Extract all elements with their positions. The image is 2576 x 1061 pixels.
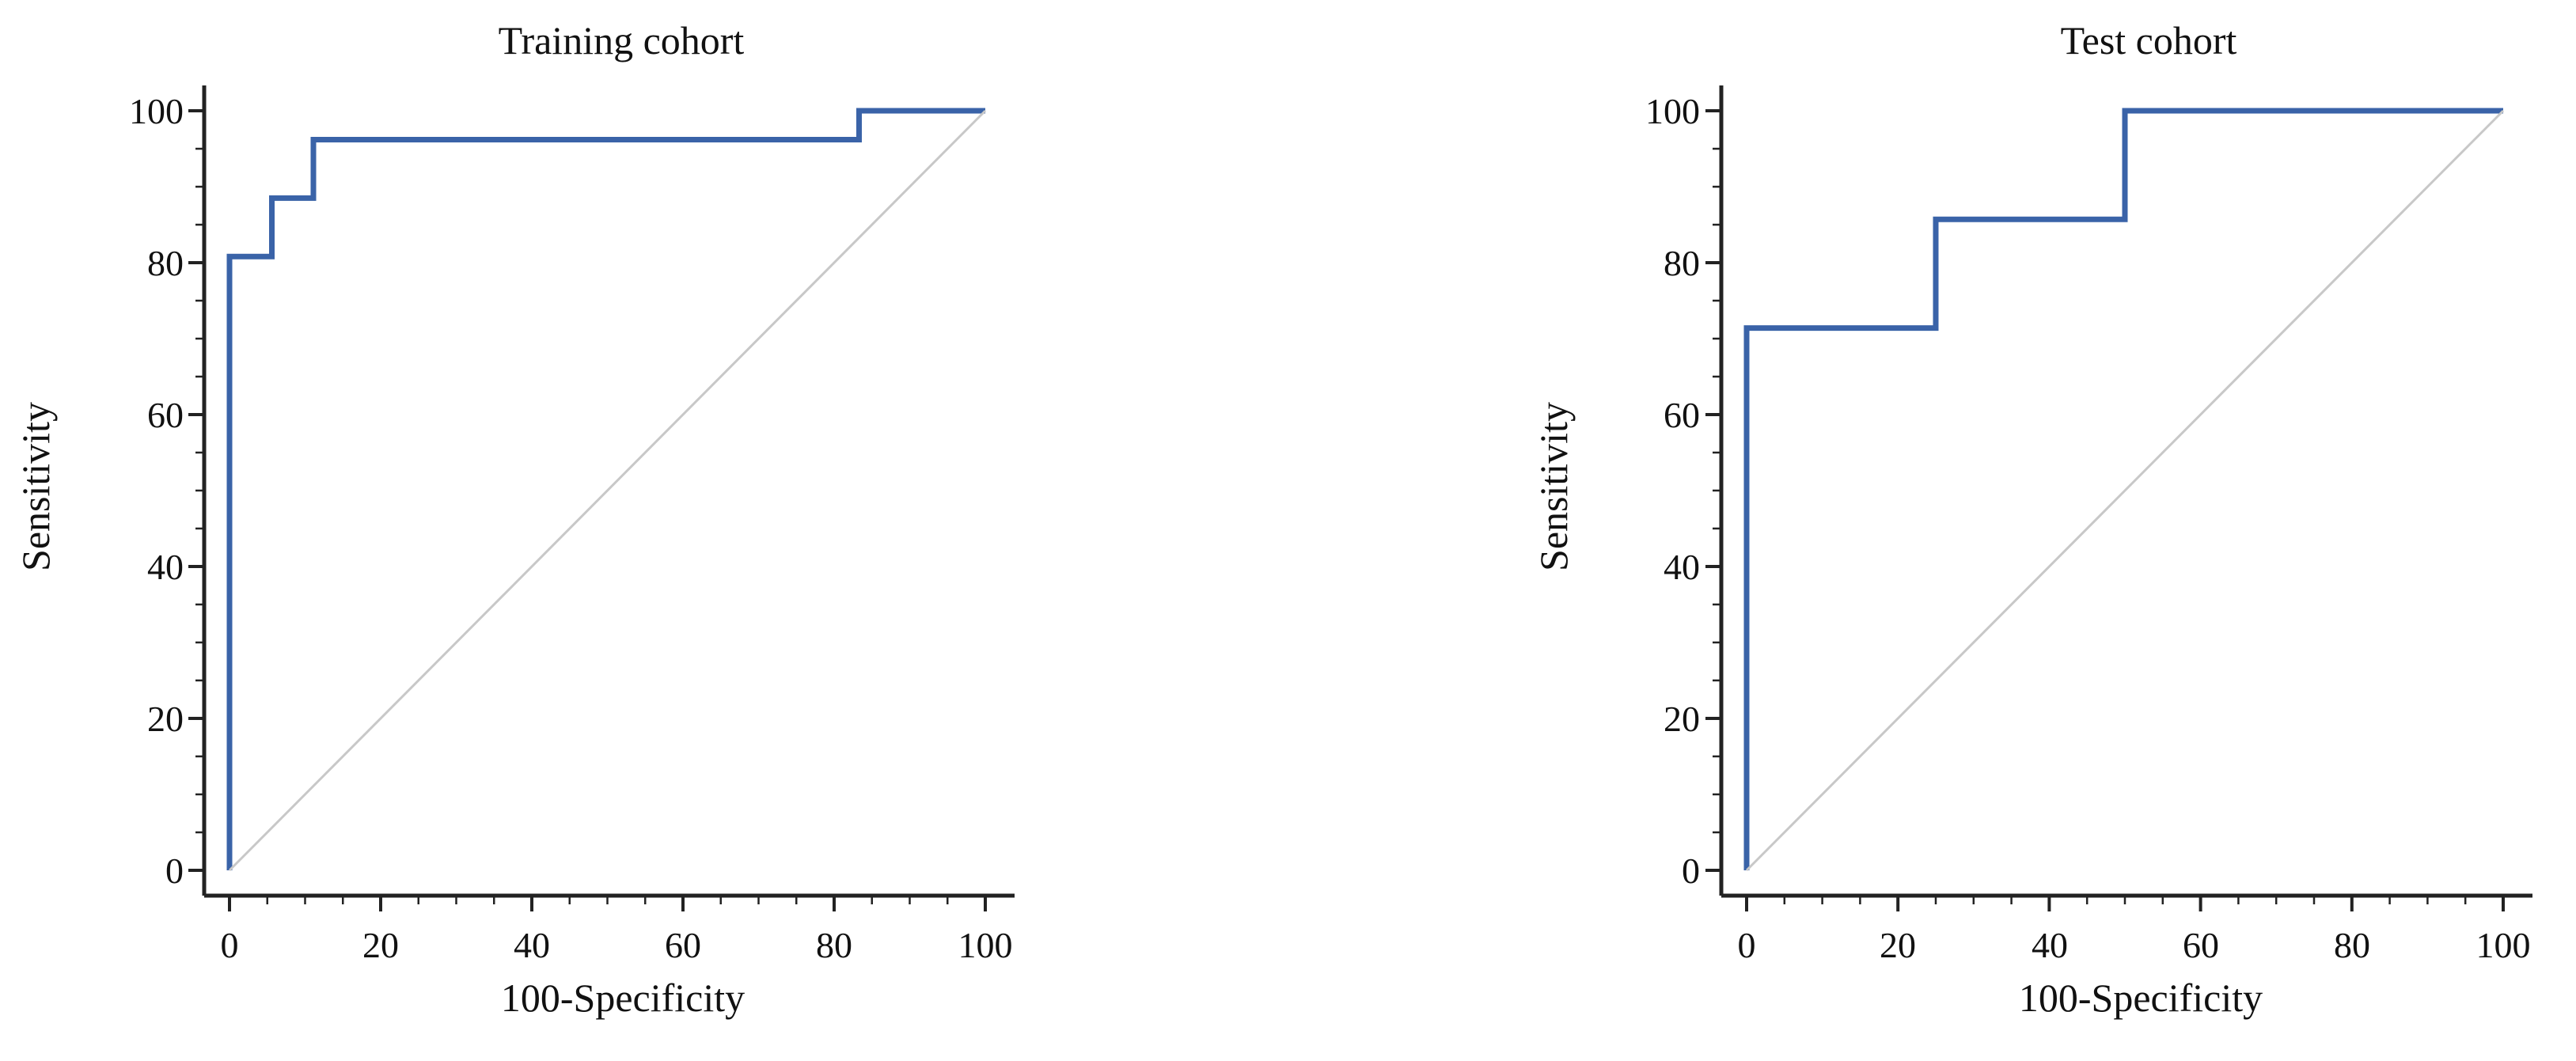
- training-roc-curve: [226, 108, 985, 870]
- training-chart-title: Training cohort: [499, 18, 745, 63]
- training-reference-diagonal-line: [228, 109, 987, 872]
- training-y-tick-label: 20: [147, 699, 184, 739]
- test-x-tick-label: 40: [2032, 925, 2068, 965]
- test-y-tick-label: 40: [1664, 547, 1700, 587]
- training-y-tick-label: 0: [165, 851, 184, 891]
- test-y-tick-label: 60: [1664, 395, 1700, 435]
- test-chart-title: Test cohort: [2061, 18, 2237, 63]
- training-y-tick-label: 40: [147, 547, 184, 587]
- test-y-tick-label: 0: [1682, 851, 1700, 891]
- test-x-tick-label: 20: [1880, 925, 1916, 965]
- training-x-axis-title: 100-Specificity: [501, 976, 745, 1020]
- training-x-tick-label: 60: [665, 925, 701, 965]
- training-x-tick-label: 100: [958, 925, 1013, 965]
- test-y-tick-label: 100: [1645, 91, 1700, 131]
- test-x-axis-title: 100-Specificity: [2019, 976, 2263, 1020]
- training-x-tick-label: 20: [362, 925, 399, 965]
- test-y-tick-label: 20: [1664, 699, 1700, 739]
- training-x-tick-label: 80: [816, 925, 852, 965]
- test-cohort-panel: Test cohort Sensitivity 100-Specificity …: [1531, 18, 2532, 1020]
- test-y-tick-label: 80: [1664, 243, 1700, 283]
- test-x-tick-label: 80: [2334, 925, 2370, 965]
- training-y-tick-label: 60: [147, 395, 184, 435]
- training-y-tick-label: 100: [129, 91, 184, 131]
- training-x-tick-label: 40: [514, 925, 550, 965]
- test-x-tick-label: 60: [2183, 925, 2219, 965]
- test-y-axis-title: Sensitivity: [1531, 402, 1576, 571]
- training-cohort-panel: Training cohort Sensitivity 100-Specific…: [13, 18, 1015, 1020]
- training-y-axis-title: Sensitivity: [13, 402, 58, 571]
- test-roc-curve: [1743, 108, 2503, 870]
- training-x-tick-label: 0: [221, 925, 239, 965]
- test-x-tick-label: 0: [1738, 925, 1756, 965]
- training-y-tick-label: 80: [147, 243, 184, 283]
- test-reference-diagonal-line: [1745, 109, 2505, 872]
- test-x-tick-label: 100: [2476, 925, 2531, 965]
